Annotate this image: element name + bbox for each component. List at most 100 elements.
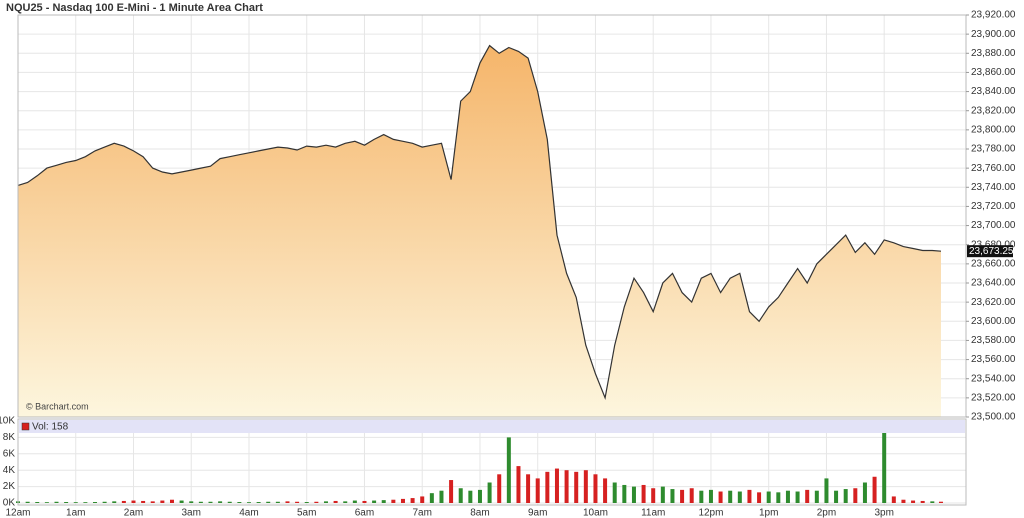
x-tick-label: 10am — [583, 508, 608, 518]
volume-bar — [920, 500, 925, 503]
volume-bar — [391, 499, 396, 503]
volume-bar — [843, 489, 848, 503]
x-tick-label: 1am — [66, 508, 85, 518]
volume-bar — [564, 470, 569, 503]
y-tick-label: 23,900.00 — [971, 29, 1016, 40]
volume-bar — [651, 488, 656, 503]
y-tick-label: 23,840.00 — [971, 86, 1016, 97]
volume-bar — [112, 501, 117, 503]
volume-bar — [795, 491, 800, 503]
volume-bar — [54, 501, 59, 503]
volume-bar — [83, 502, 88, 503]
y-tick-label: 23,660.00 — [971, 258, 1016, 269]
volume-bar — [853, 488, 858, 503]
volume-bar — [776, 492, 781, 503]
volume-bar — [477, 489, 482, 503]
volume-bar — [420, 496, 425, 503]
volume-bar — [554, 468, 559, 503]
volume-bar — [805, 489, 810, 503]
volume-bar — [911, 500, 916, 503]
volume-tick-label: 8K — [3, 432, 16, 443]
volume-bar — [708, 489, 713, 503]
volume-bar — [362, 500, 367, 503]
area-fill — [18, 45, 941, 417]
volume-bar — [891, 496, 896, 503]
y-tick-label: 23,680.00 — [971, 239, 1016, 250]
volume-bar — [227, 501, 232, 503]
volume-bar — [834, 490, 839, 503]
volume-bar — [352, 500, 357, 503]
y-tick-label: 23,600.00 — [971, 316, 1016, 327]
volume-bar — [246, 502, 251, 503]
volume-bar — [439, 490, 444, 503]
y-tick-label: 23,560.00 — [971, 354, 1016, 365]
y-tick-label: 23,880.00 — [971, 48, 1016, 59]
volume-bar — [160, 500, 165, 503]
volume-bar — [64, 502, 69, 503]
volume-bar — [285, 501, 290, 503]
volume-bar — [901, 499, 906, 503]
volume-bar — [757, 492, 762, 503]
volume-bar — [295, 501, 300, 503]
volume-bar — [25, 501, 30, 503]
watermark: © Barchart.com — [26, 401, 89, 411]
y-tick-label: 23,800.00 — [971, 124, 1016, 135]
volume-bar — [429, 493, 434, 503]
volume-bar — [737, 491, 742, 503]
volume-tick-label: 10K — [0, 416, 15, 427]
volume-bar — [497, 474, 502, 503]
volume-bar — [824, 478, 829, 503]
volume-bar — [343, 501, 348, 503]
last-price-label: 23,673.25 — [969, 246, 1014, 257]
volume-bar — [314, 501, 319, 503]
volume-bar — [574, 471, 579, 503]
volume-tick-label: 0K — [3, 498, 16, 509]
y-tick-label: 23,720.00 — [971, 201, 1016, 212]
volume-bar — [304, 502, 309, 503]
y-tick-label: 23,740.00 — [971, 182, 1016, 193]
price-line — [17, 44, 942, 401]
volume-bar — [237, 502, 242, 503]
volume-tick-label: 4K — [3, 465, 16, 476]
x-tick-label: 2am — [124, 508, 143, 518]
volume-bar — [660, 486, 665, 503]
x-tick-label: 7am — [412, 508, 431, 518]
volume-bar — [612, 482, 617, 503]
chart-title: NQU25 - Nasdaq 100 E-Mini - 1 Minute Are… — [6, 2, 263, 14]
volume-bar — [718, 491, 723, 503]
y-tick-label: 23,920.00 — [971, 10, 1016, 21]
volume-bar — [689, 488, 694, 503]
x-tick-label: 11am — [641, 508, 665, 518]
volume-bar — [766, 491, 771, 503]
y-tick-label: 23,580.00 — [971, 335, 1016, 346]
y-tick-label: 23,860.00 — [971, 67, 1016, 78]
y-tick-label: 23,620.00 — [971, 297, 1016, 308]
x-tick-label: 6am — [355, 508, 374, 518]
volume-bar — [487, 482, 492, 503]
volume-bar — [622, 484, 627, 503]
y-tick-label: 23,500.00 — [971, 412, 1016, 423]
volume-bar — [516, 466, 521, 503]
volume-bar — [189, 501, 194, 503]
last-price-box — [967, 245, 1013, 258]
volume-bar — [275, 501, 280, 503]
volume-bar — [814, 490, 819, 503]
volume-bar — [400, 498, 405, 503]
x-tick-label: 12am — [5, 508, 30, 518]
volume-bar — [35, 502, 40, 503]
volume-bar — [131, 500, 136, 503]
volume-bar — [208, 501, 213, 503]
y-tick-label: 23,640.00 — [971, 278, 1016, 289]
volume-bar — [198, 501, 203, 503]
volume-tick-label: 6K — [3, 448, 16, 459]
y-tick-label: 23,520.00 — [971, 392, 1016, 403]
volume-bar — [458, 488, 463, 503]
volume-bar — [728, 490, 733, 503]
y-tick-label: 23,540.00 — [971, 373, 1016, 384]
volume-bar — [641, 484, 646, 503]
volume-bar — [150, 501, 155, 503]
volume-bar — [535, 478, 540, 503]
volume-bar — [256, 502, 261, 503]
